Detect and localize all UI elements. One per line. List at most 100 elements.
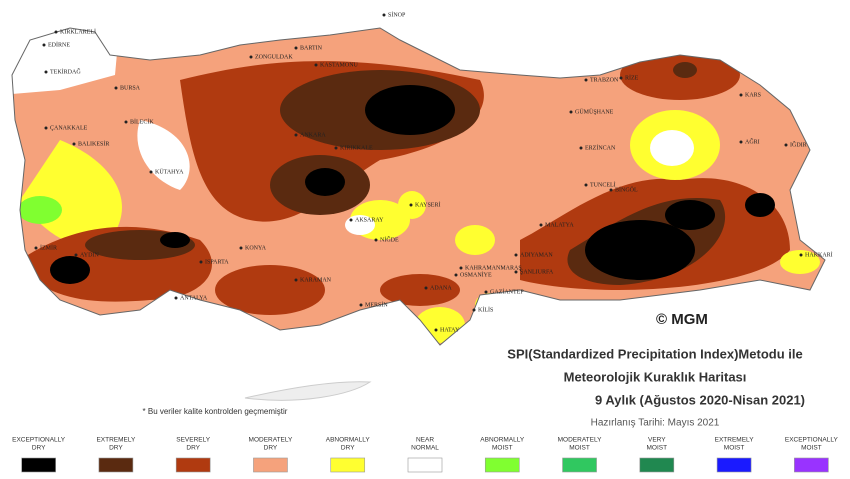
city-dot: [249, 55, 253, 59]
title-line: Meteorolojik Kuraklık Haritası: [564, 369, 747, 384]
legend-label: MODERATELY: [249, 437, 293, 444]
city-dot: [739, 140, 743, 144]
title-line: 9 Aylık (Ağustos 2020-Nisan 2021): [595, 392, 805, 407]
legend-label: ABNORMALLY: [480, 437, 525, 444]
city-dot: [72, 142, 76, 146]
legend-swatch: [562, 457, 597, 473]
city-dot: [784, 143, 788, 147]
city-label: TRABZON: [590, 77, 619, 83]
city-dot: [34, 246, 38, 250]
city-label: ZONGULDAK: [255, 54, 293, 60]
city-dot: [294, 46, 298, 50]
city-label: KASTAMONU: [320, 62, 359, 68]
city-label: TUNCELİ: [590, 181, 616, 188]
city-label: KIRIKKALE: [340, 145, 373, 151]
city-label: KARAMAN: [300, 277, 332, 283]
city-dot: [434, 328, 438, 332]
city-label: EDİRNE: [48, 41, 70, 48]
legend-label: MOIST: [647, 445, 668, 452]
legend-swatch: [330, 457, 366, 473]
city-dot: [294, 133, 298, 137]
city-dot: [74, 253, 78, 257]
city-label: NİĞDE: [380, 235, 399, 243]
city-label: ŞANLIURFA: [520, 269, 554, 275]
legend-swatch: [98, 457, 134, 473]
city-label: ISPARTA: [205, 259, 229, 265]
city-label: MALATYA: [545, 222, 574, 228]
city-label: KONYA: [245, 245, 267, 251]
city-dot: [514, 253, 518, 257]
legend-label: MODERATELY: [558, 437, 602, 444]
legend-swatch: [21, 457, 56, 473]
city-dot: [584, 78, 588, 82]
city-dot: [314, 63, 318, 67]
legend-label: MOIST: [492, 445, 513, 452]
city-dot: [44, 126, 48, 130]
legend-label: EXCEPTIONALLY: [785, 437, 839, 444]
city-label: TEKİRDAĞ: [50, 67, 81, 75]
legend-label: MOIST: [724, 445, 745, 452]
turkey-map: [12, 28, 825, 345]
city-dot: [584, 183, 588, 187]
city-dot: [359, 303, 363, 307]
city-dot: [349, 218, 353, 222]
legend-label: MOIST: [801, 445, 822, 452]
legend-swatch: [716, 457, 752, 473]
legend-label: NORMAL: [411, 445, 439, 452]
city-dot: [609, 188, 613, 192]
city-label: GÜMÜŞHANE: [575, 108, 614, 115]
city-label: ADANA: [430, 285, 452, 291]
city-label: BURSA: [120, 85, 141, 91]
city-label: RİZE: [625, 74, 639, 81]
city-label: BALIKESİR: [78, 140, 109, 147]
city-dot: [569, 110, 573, 114]
city-label: ANTALYA: [180, 295, 208, 301]
legend-swatch: [175, 457, 211, 473]
city-label: HAKKARİ: [805, 251, 833, 258]
city-dot: [514, 270, 518, 274]
city-dot: [149, 170, 153, 174]
city-labels: KIRKLARELİ EDİRNE TEKİRDAĞ ÇANAKKALE BALIKES…: [34, 11, 833, 333]
legend-label: EXCEPTIONALLY: [12, 437, 66, 444]
city-dot: [124, 120, 128, 124]
legend-label: DRY: [341, 445, 355, 452]
city-label: ADIYAMAN: [520, 252, 553, 258]
border: [11, 27, 826, 346]
city-label: KAHRAMANMARAŞ: [465, 265, 522, 271]
city-label: GAZİANTEP: [490, 288, 524, 295]
legend-label: DRY: [186, 445, 200, 452]
city-dot: [539, 223, 543, 227]
city-dot: [799, 253, 803, 257]
legend-label: DRY: [32, 445, 46, 452]
city-label: OSMANİYE: [460, 271, 492, 278]
title-line: SPI(Standardized Precipitation Index)Met…: [507, 346, 802, 361]
city-dot: [174, 296, 178, 300]
city-label: KAYSERİ: [415, 201, 440, 208]
legend-label: VERY: [648, 437, 666, 444]
prepared-date: Hazırlanış Tarihi: Mayıs 2021: [591, 418, 720, 429]
city-dot: [454, 273, 458, 277]
city-label: MERSİN: [365, 301, 388, 308]
legend-swatch: [484, 457, 520, 473]
legend-swatch: [794, 457, 829, 473]
city-dot: [199, 260, 203, 264]
legend-swatch: [639, 457, 675, 473]
city-label: AYDIN: [80, 252, 99, 258]
city-dot: [619, 76, 623, 80]
city-dot: [294, 278, 298, 282]
city-label: BİNGÖL: [615, 186, 638, 193]
city-dot: [424, 286, 428, 290]
legend-label: NEAR: [416, 437, 434, 444]
city-label: KIRKLARELİ: [60, 28, 96, 35]
city-label: AĞRI: [745, 137, 760, 145]
cyprus: [244, 381, 372, 401]
legend-swatch: [407, 457, 443, 473]
city-dot: [42, 43, 46, 47]
city-label: SİNOP: [388, 11, 406, 18]
city-dot: [409, 203, 413, 207]
city-label: HATAY: [440, 327, 460, 333]
note: * Bu veriler kalite kontrolden geçmemişt…: [143, 407, 288, 416]
city-dot: [484, 290, 488, 294]
legend-label: SEVERELY: [176, 437, 211, 444]
